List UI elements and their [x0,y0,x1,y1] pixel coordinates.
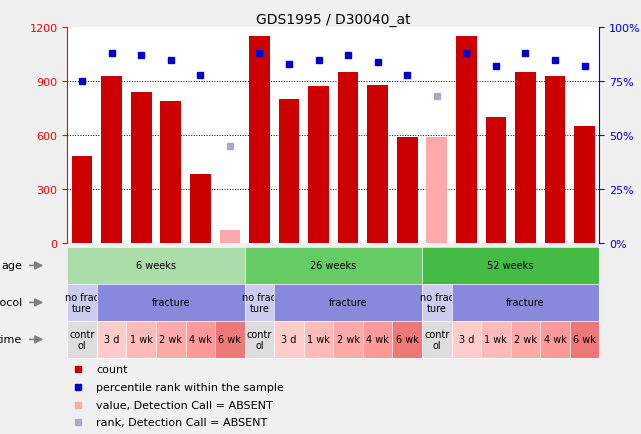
Text: 26 weeks: 26 weeks [310,261,356,271]
Text: 3 d: 3 d [104,335,119,345]
Text: contr
ol: contr ol [69,329,95,350]
Bar [219,230,240,243]
Text: 1 wk: 1 wk [129,335,153,345]
Text: 3 d: 3 d [459,335,474,345]
Text: 6 wk: 6 wk [573,335,596,345]
Bar [190,175,211,243]
Bar [279,100,299,243]
Text: age: age [1,261,22,271]
Text: 6 wk: 6 wk [395,335,419,345]
Text: protocol: protocol [0,298,22,308]
Text: percentile rank within the sample: percentile rank within the sample [96,382,284,391]
Title: GDS1995 / D30040_at: GDS1995 / D30040_at [256,13,411,27]
Bar [308,87,329,243]
Bar [101,76,122,243]
Bar [515,73,536,243]
Text: 1 wk: 1 wk [307,335,330,345]
Bar [397,138,417,243]
Bar [160,102,181,243]
Text: no frac
ture: no frac ture [242,292,276,313]
Text: 2 wk: 2 wk [514,335,537,345]
Bar [72,157,92,243]
Text: contr
ol: contr ol [247,329,272,350]
Text: 6 weeks: 6 weeks [136,261,176,271]
Bar [574,127,595,243]
Bar [545,76,565,243]
Bar [338,73,358,243]
Text: 52 weeks: 52 weeks [487,261,534,271]
Text: no frac
ture: no frac ture [420,292,454,313]
Bar [485,118,506,243]
Text: 4 wk: 4 wk [366,335,389,345]
Text: time: time [0,335,22,345]
Text: 3 d: 3 d [281,335,297,345]
Bar [367,85,388,243]
Text: contr
ol: contr ol [424,329,449,350]
Bar [426,138,447,243]
Text: fracture: fracture [506,298,545,308]
Text: fracture: fracture [151,298,190,308]
Text: 2 wk: 2 wk [159,335,182,345]
Text: 4 wk: 4 wk [544,335,567,345]
Text: 4 wk: 4 wk [189,335,212,345]
Text: value, Detection Call = ABSENT: value, Detection Call = ABSENT [96,400,272,410]
Bar [456,37,477,243]
Bar [131,93,151,243]
Text: no frac
ture: no frac ture [65,292,99,313]
Text: 2 wk: 2 wk [337,335,360,345]
Text: count: count [96,364,128,374]
Text: rank, Detection Call = ABSENT: rank, Detection Call = ABSENT [96,418,267,427]
Bar [249,37,270,243]
Text: 6 wk: 6 wk [219,335,241,345]
Text: 1 wk: 1 wk [485,335,507,345]
Text: fracture: fracture [329,298,367,308]
